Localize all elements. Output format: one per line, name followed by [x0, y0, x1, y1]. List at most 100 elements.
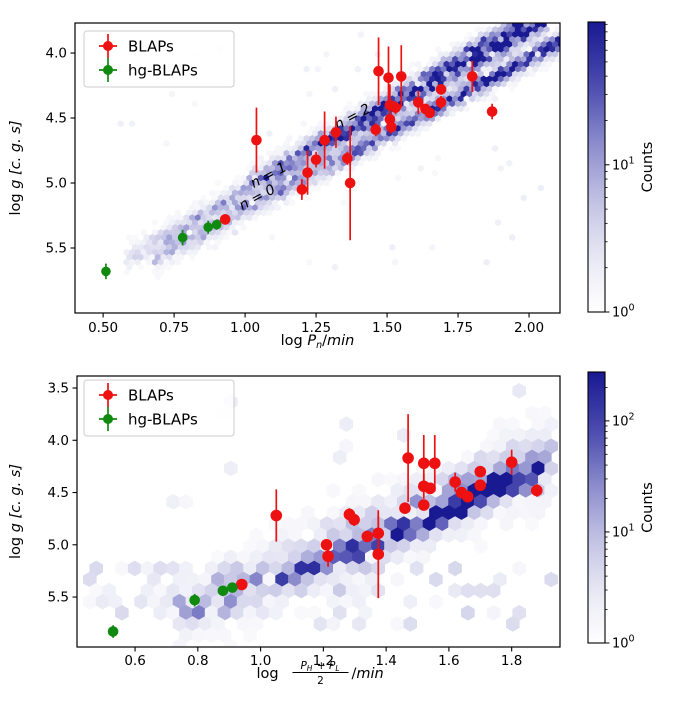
- y-axis-label-top: log g [c. g. s]: [8, 120, 24, 215]
- blap-point: [395, 45, 407, 108]
- colorbar-tick-label: 100: [612, 634, 635, 652]
- colorbar-top: 100 101 Counts: [587, 21, 656, 321]
- svg-text:/min: /min: [352, 666, 384, 682]
- axes-frame-top: [74, 22, 561, 314]
- hg-blap-point: [211, 219, 222, 230]
- y-tick-label: 5.5: [46, 241, 67, 257]
- y-tick-label: 3.5: [48, 381, 69, 397]
- blap-point: [386, 120, 397, 134]
- blap-point: [320, 538, 333, 551]
- y-tick-label: 4.0: [48, 433, 69, 449]
- x-tick-label: 1.8: [501, 653, 522, 669]
- blap-point: [474, 465, 487, 478]
- blap-point: [413, 90, 424, 115]
- x-tick-label: 0.6: [124, 653, 145, 669]
- hg-blap-point: [227, 582, 238, 593]
- legend-marker: [103, 414, 113, 424]
- blap-point: [486, 103, 498, 120]
- y-axis-ticks-bottom: 3.5 4.0 4.5 5.0 5.5: [48, 381, 77, 606]
- blap-point: [505, 449, 518, 475]
- x-tick-label: 2.00: [514, 320, 544, 336]
- colorbar-bottom: 100 101 102 Counts: [587, 371, 656, 652]
- x-tick-label: 1.50: [372, 320, 402, 336]
- y-tick-label: 5.0: [46, 176, 67, 192]
- blap-point: [466, 60, 478, 93]
- hg-blap-point: [189, 593, 200, 607]
- blap-point: [399, 502, 411, 515]
- colorbar-tick-label: 100: [612, 303, 635, 321]
- blap-point: [348, 513, 360, 526]
- blap-point: [319, 111, 330, 169]
- blap-point: [370, 123, 382, 137]
- svg-text:log: log: [257, 666, 279, 682]
- x-tick-label: 0.50: [88, 320, 118, 336]
- x-tick-label: 0.75: [159, 320, 189, 336]
- legend-top: BLAPs hg-BLAPs: [83, 30, 235, 88]
- blap-point: [424, 482, 436, 495]
- hg-blap-point: [217, 585, 229, 597]
- legend-marker: [103, 390, 113, 400]
- blap-point: [361, 530, 374, 543]
- blap-point: [330, 116, 342, 148]
- colorbar-tick-label: 101: [612, 155, 635, 173]
- svg-text:PH + PL: PH + PL: [300, 660, 340, 673]
- blap-point: [435, 84, 447, 95]
- y-axis-ticks-top: 4.0 4.5 5.0 5.5: [46, 46, 75, 257]
- y-tick-label: 5.5: [48, 590, 69, 606]
- blap-point: [530, 484, 543, 497]
- blap-point: [435, 95, 447, 109]
- blap-point: [296, 179, 308, 200]
- blap-point: [322, 545, 334, 567]
- legend-marker: [103, 65, 113, 75]
- x-tick-label: 1.6: [438, 653, 459, 669]
- blap-point: [449, 472, 461, 492]
- legend-label: hg-BLAPs: [128, 411, 198, 429]
- blap-point: [373, 37, 384, 106]
- colorbar-tick-label: 102: [612, 411, 635, 429]
- hg-blap-point: [177, 229, 188, 246]
- hg-blap-point: [203, 220, 213, 234]
- y-axis-label-bottom: log g [c. g. s]: [8, 464, 24, 559]
- legend-marker: [103, 41, 113, 51]
- blap-point: [270, 489, 283, 542]
- hg-blap-point: [107, 625, 119, 638]
- x-tick-label: 1.4: [375, 653, 396, 669]
- y-tick-label: 4.0: [46, 46, 67, 62]
- blap-point: [219, 214, 231, 225]
- y-tick-label: 5.0: [48, 537, 69, 553]
- blap-point: [417, 499, 430, 511]
- legend-label: BLAPs: [128, 387, 174, 405]
- blap-point: [310, 151, 322, 168]
- blap-point: [344, 125, 356, 241]
- x-tick-label: 1.0: [250, 653, 271, 669]
- x-tick-label: 0.8: [187, 653, 208, 669]
- blap-point: [428, 435, 441, 492]
- x-axis-label-bottom: log PH + PL 2/min: [257, 660, 384, 687]
- blap-point: [302, 150, 313, 195]
- scatter-layer-top: [101, 37, 498, 280]
- x-tick-label: 1.25: [301, 320, 331, 336]
- axes-frame-bottom: [76, 375, 561, 648]
- blap-point: [402, 414, 414, 502]
- blap-point: [251, 107, 262, 173]
- legend-label: hg-BLAPs: [128, 62, 198, 80]
- x-axis-ticks-top: 0.50 0.75 1.00 1.25 1.50 1.75 2.00: [88, 313, 544, 336]
- hg-blap-point: [101, 263, 111, 280]
- legend-label: BLAPs: [128, 38, 174, 56]
- blap-point: [461, 490, 474, 503]
- svg-text:2: 2: [317, 675, 324, 687]
- blap-point: [372, 510, 385, 599]
- blap-point: [383, 46, 394, 109]
- colorbar-tick-label: 101: [612, 522, 635, 540]
- y-tick-label: 4.5: [48, 485, 69, 501]
- y-tick-label: 4.5: [46, 111, 67, 127]
- x-tick-label: 1.75: [443, 320, 473, 336]
- x-axis-ticks-bottom: 0.6 0.8 1.0 1.2 1.4 1.6 1.8: [124, 647, 522, 669]
- x-axis-label-top: log Pn/min: [281, 333, 355, 351]
- colorbar-label: Counts: [640, 482, 656, 533]
- blap-point: [424, 107, 435, 119]
- blap-point: [235, 578, 248, 591]
- colorbar-label: Counts: [640, 142, 656, 193]
